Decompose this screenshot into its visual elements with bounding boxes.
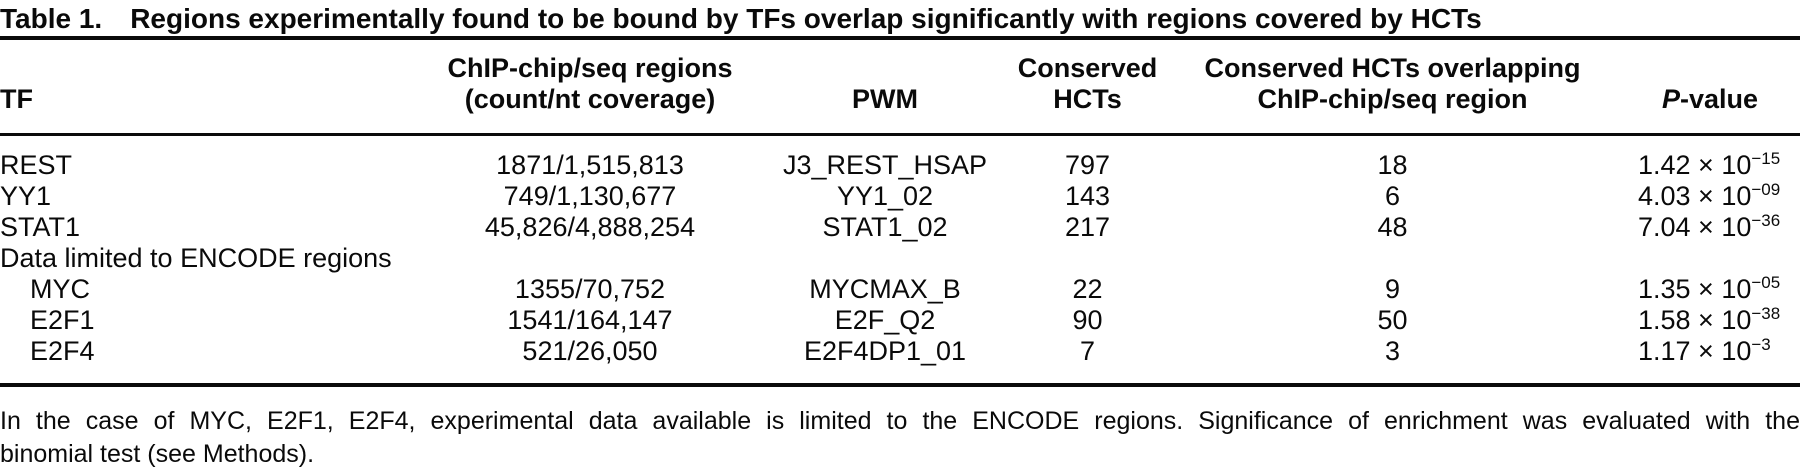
cell-tf: E2F1	[30, 305, 95, 335]
cell-conserved-hcts: 7	[1079, 336, 1096, 366]
cell-pwm: E2F4DP1_01	[803, 336, 967, 366]
cell-regions: 521/26,050	[522, 336, 658, 366]
cell-regions: 45,826/4,888,254	[484, 212, 696, 242]
cell-pwm: J3_REST_HSAP	[782, 150, 988, 180]
header-row: TF ChIP-chip/seq regions (count/nt cover…	[0, 38, 1800, 136]
cell-pvalue: 1.35 × 10−05	[1638, 272, 1781, 304]
cell-regions: 1871/1,515,813	[496, 150, 684, 180]
table-caption-number: Table 1.	[0, 3, 103, 34]
cell-conserved-hcts: 217	[1064, 212, 1111, 242]
column-header-label: (count/nt coverage)	[464, 84, 716, 114]
table-caption: Table 1. Regions experimentally found to …	[0, 0, 1800, 36]
table-row: STAT1 45,826/4,888,254 STAT1_02 217 48 7.04 ×…	[0, 212, 1800, 243]
pvalue-exponent: −09	[1751, 179, 1781, 199]
cell-tf: E2F4	[30, 336, 95, 366]
cell-pwm: MYCMAX_B	[809, 274, 961, 304]
pvalue-label-rest: -value	[1679, 84, 1759, 114]
cell-pwm: STAT1_02	[822, 212, 948, 242]
cell-pvalue: 1.58 × 10−38	[1638, 303, 1781, 335]
table-footnote: In the case of MYC, E2F1, E2F4, experime…	[0, 405, 1800, 471]
column-header-label: TF	[0, 84, 33, 114]
cell-overlap: 18	[1377, 150, 1408, 180]
cell-overlap: 6	[1384, 181, 1401, 211]
cell-overlap: 9	[1384, 274, 1401, 304]
footnote-line: binomial test (see Methods).	[0, 440, 315, 468]
column-header-label: PWM	[852, 84, 918, 114]
column-header-label: P-value	[1620, 84, 1800, 115]
cell-tf: MYC	[30, 274, 90, 304]
cell-conserved-hcts: 143	[1064, 181, 1111, 211]
cell-overlap: 48	[1377, 212, 1408, 242]
cell-tf: YY1	[0, 181, 52, 211]
table-row: E2F1 1541/164,147 E2F_Q2 90 50 1.58 × 10−38	[0, 305, 1800, 336]
cell-pvalue: 7.04 × 10−36	[1638, 210, 1781, 242]
pvalue-exponent: −05	[1751, 272, 1781, 292]
pvalue-italic-p: P	[1661, 84, 1680, 114]
cell-conserved-hcts: 90	[1072, 305, 1103, 335]
cell-regions: 1541/164,147	[507, 305, 673, 335]
cell-pwm: YY1_02	[836, 181, 934, 211]
table-body: REST 1871/1,515,813 J3_REST_HSAP 797 18 1.42 …	[0, 135, 1800, 386]
cell-tf: REST	[0, 150, 73, 180]
cell-pvalue: 4.03 × 10−09	[1638, 179, 1781, 211]
column-header-label: Conserved	[1017, 53, 1158, 83]
cell-pwm: E2F_Q2	[834, 305, 936, 335]
table-row: E2F4 521/26,050 E2F4DP1_01 7 3 1.17 × 10−3	[0, 336, 1800, 385]
section-row: Data limited to ENCODE regions	[0, 243, 1800, 274]
table-row: REST 1871/1,515,813 J3_REST_HSAP 797 18 1.42 …	[0, 135, 1800, 182]
cell-conserved-hcts: 22	[1072, 274, 1103, 304]
column-header-regions: ChIP-chip/seq regions (count/nt coverage…	[420, 38, 760, 136]
footnote-line: In the case of MYC, E2F1, E2F4, experime…	[0, 407, 1800, 435]
cell-tf: STAT1	[0, 212, 81, 242]
column-header-label: ChIP-chip/seq regions	[447, 53, 733, 83]
section-label: Data limited to ENCODE regions	[0, 243, 392, 273]
cell-conserved-hcts: 797	[1064, 150, 1111, 180]
column-header-tf: TF	[0, 38, 420, 136]
cell-overlap: 3	[1384, 336, 1401, 366]
table-row: MYC 1355/70,752 MYCMAX_B 22 9 1.35 × 10−05	[0, 274, 1800, 305]
pvalue-exponent: −15	[1751, 148, 1781, 168]
results-table: TF ChIP-chip/seq regions (count/nt cover…	[0, 36, 1800, 387]
table-row: YY1 749/1,130,677 YY1_02 143 6 4.03 × 10−09	[0, 181, 1800, 212]
pvalue-exponent: −3	[1751, 334, 1771, 354]
column-header-conserved-hcts: Conserved HCTs	[1010, 38, 1165, 136]
column-header-label: ChIP-chip/seq region	[1257, 84, 1528, 114]
cell-pvalue: 1.42 × 10−15	[1638, 148, 1781, 180]
column-header-pvalue: P-value	[1620, 38, 1800, 136]
column-header-overlap: Conserved HCTs overlapping ChIP-chip/seq…	[1165, 38, 1620, 136]
column-header-pwm: PWM	[760, 38, 1010, 136]
cell-pvalue: 1.17 × 10−3	[1638, 334, 1771, 366]
table-header: TF ChIP-chip/seq regions (count/nt cover…	[0, 38, 1800, 136]
cell-overlap: 50	[1377, 305, 1408, 335]
cell-regions: 749/1,130,677	[503, 181, 677, 211]
pvalue-exponent: −36	[1751, 210, 1781, 230]
column-header-label: HCTs	[1053, 84, 1122, 114]
table-caption-text: Regions experimentally found to be bound…	[130, 3, 1482, 34]
column-header-label: Conserved HCTs overlapping	[1204, 53, 1581, 83]
pvalue-exponent: −38	[1751, 303, 1781, 323]
cell-regions: 1355/70,752	[514, 274, 666, 304]
